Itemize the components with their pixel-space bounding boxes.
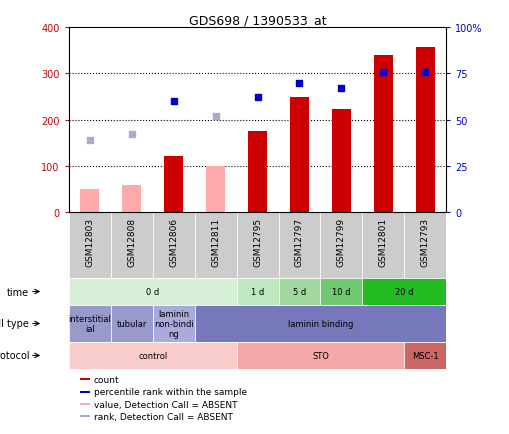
Bar bbox=[278, 212, 320, 278]
Text: GSM12806: GSM12806 bbox=[169, 217, 178, 266]
Text: time: time bbox=[7, 287, 29, 297]
Point bbox=[295, 80, 303, 87]
Text: laminin
non-bindi
ng: laminin non-bindi ng bbox=[154, 309, 193, 339]
Bar bbox=[248, 132, 267, 212]
Text: GSM12803: GSM12803 bbox=[85, 217, 94, 266]
Bar bbox=[80, 189, 99, 212]
Text: control: control bbox=[138, 351, 167, 360]
Bar bbox=[80, 403, 90, 405]
Point bbox=[127, 132, 135, 138]
Bar bbox=[69, 342, 236, 369]
Bar bbox=[110, 306, 152, 342]
Text: value, Detection Call = ABSENT: value, Detection Call = ABSENT bbox=[94, 400, 237, 408]
Bar bbox=[320, 278, 362, 306]
Text: GSM12801: GSM12801 bbox=[378, 217, 387, 266]
Text: 20 d: 20 d bbox=[394, 287, 413, 296]
Bar bbox=[415, 48, 434, 212]
Point bbox=[253, 95, 261, 102]
Point bbox=[86, 137, 94, 144]
Text: GSM12799: GSM12799 bbox=[336, 217, 345, 266]
Bar bbox=[110, 212, 152, 278]
Bar bbox=[331, 110, 350, 212]
Text: count: count bbox=[94, 375, 119, 384]
Bar bbox=[69, 278, 236, 306]
Bar bbox=[69, 306, 110, 342]
Text: laminin binding: laminin binding bbox=[287, 319, 352, 328]
Bar bbox=[236, 278, 278, 306]
Bar bbox=[404, 342, 445, 369]
Text: STO: STO bbox=[312, 351, 328, 360]
Text: percentile rank within the sample: percentile rank within the sample bbox=[94, 387, 246, 396]
Bar bbox=[194, 212, 236, 278]
Text: 5 d: 5 d bbox=[292, 287, 305, 296]
Bar bbox=[320, 212, 362, 278]
Bar bbox=[373, 56, 392, 212]
Bar bbox=[80, 391, 90, 393]
Text: 1 d: 1 d bbox=[250, 287, 264, 296]
Text: 10 d: 10 d bbox=[331, 287, 350, 296]
Bar bbox=[152, 306, 194, 342]
Text: GSM12795: GSM12795 bbox=[252, 217, 262, 266]
Text: GSM12811: GSM12811 bbox=[211, 217, 220, 266]
Bar bbox=[152, 212, 194, 278]
Bar bbox=[194, 306, 445, 342]
Point bbox=[169, 99, 178, 105]
Text: 0 d: 0 d bbox=[146, 287, 159, 296]
Text: growth protocol: growth protocol bbox=[0, 351, 29, 361]
Point bbox=[379, 69, 387, 76]
Bar bbox=[362, 278, 445, 306]
Bar bbox=[404, 212, 445, 278]
Bar bbox=[236, 212, 278, 278]
Text: GSM12793: GSM12793 bbox=[420, 217, 429, 266]
Bar bbox=[206, 167, 224, 212]
Point bbox=[336, 85, 345, 92]
Bar bbox=[80, 378, 90, 381]
Bar bbox=[290, 98, 308, 212]
Bar bbox=[362, 212, 404, 278]
Point bbox=[211, 113, 219, 120]
Text: tubular: tubular bbox=[117, 319, 147, 328]
Text: cell type: cell type bbox=[0, 319, 29, 329]
Point bbox=[420, 69, 429, 76]
Title: GDS698 / 1390533_at: GDS698 / 1390533_at bbox=[188, 14, 326, 27]
Bar bbox=[80, 415, 90, 418]
Text: interstitial
ial: interstitial ial bbox=[68, 314, 111, 333]
Text: MSC-1: MSC-1 bbox=[411, 351, 438, 360]
Text: GSM12808: GSM12808 bbox=[127, 217, 136, 266]
Bar bbox=[69, 212, 110, 278]
Text: GSM12797: GSM12797 bbox=[294, 217, 303, 266]
Bar bbox=[164, 157, 183, 212]
Text: rank, Detection Call = ABSENT: rank, Detection Call = ABSENT bbox=[94, 412, 232, 421]
Bar bbox=[278, 278, 320, 306]
Bar bbox=[122, 186, 141, 212]
Bar bbox=[236, 342, 404, 369]
